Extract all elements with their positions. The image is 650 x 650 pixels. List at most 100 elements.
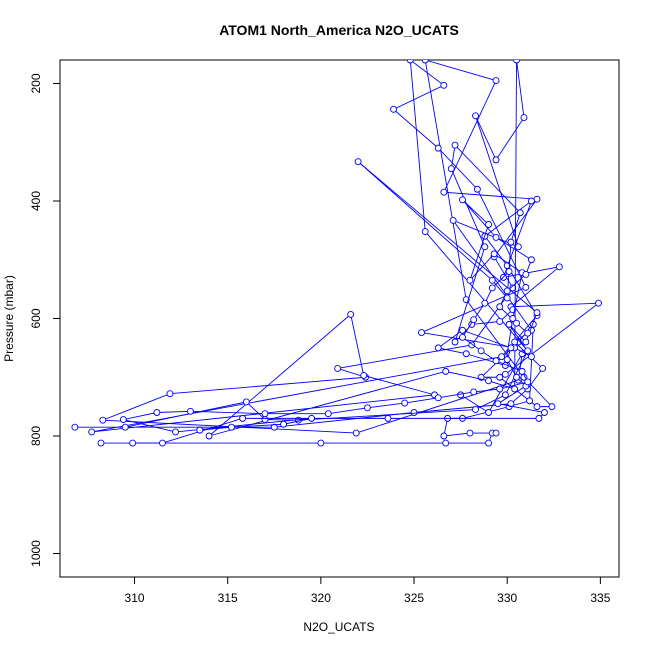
- x-tick-label: 320: [311, 591, 331, 605]
- data-point: [71, 423, 79, 431]
- series-line-1: [100, 60, 553, 444]
- data-point: [88, 428, 96, 436]
- data-point: [501, 391, 509, 399]
- data-point: [492, 357, 500, 365]
- data-point: [533, 195, 541, 203]
- y-tick-label: 600: [29, 308, 43, 328]
- data-point: [555, 263, 563, 271]
- data-point: [509, 284, 517, 292]
- x-tick-label: 330: [497, 591, 517, 605]
- data-point: [97, 439, 105, 447]
- data-point: [352, 429, 360, 437]
- data-point: [129, 439, 137, 447]
- data-point: [354, 158, 362, 166]
- data-point: [507, 238, 515, 246]
- data-point: [205, 432, 213, 440]
- data-point: [496, 385, 504, 393]
- data-point: [159, 439, 166, 447]
- x-axis-label: N2O_UCATS: [303, 620, 374, 634]
- data-point: [451, 338, 459, 346]
- data-point: [440, 81, 448, 89]
- data-point: [526, 397, 534, 405]
- data-point: [503, 356, 511, 364]
- data-point: [496, 303, 504, 311]
- series-layer: [71, 60, 602, 447]
- data-point: [466, 429, 474, 437]
- y-tick-label: 200: [29, 73, 43, 93]
- data-point: [498, 353, 506, 361]
- data-point: [166, 390, 174, 398]
- data-point: [280, 420, 288, 428]
- data-point: [490, 250, 498, 258]
- data-point: [401, 399, 409, 407]
- y-tick-label: 1000: [29, 540, 43, 567]
- data-point: [511, 385, 519, 393]
- data-point: [513, 373, 520, 381]
- data-point: [451, 141, 459, 149]
- y-axis: 200 400 600 800 1000: [29, 73, 60, 567]
- data-point: [434, 394, 442, 402]
- data-point: [496, 317, 504, 325]
- data-point: [492, 156, 500, 164]
- data-point: [434, 144, 442, 152]
- data-point: [440, 188, 448, 196]
- series-line-3: [125, 60, 538, 428]
- data-point: [485, 221, 493, 228]
- y-tick-label: 400: [29, 191, 43, 211]
- data-point: [522, 338, 530, 346]
- data-point: [488, 284, 496, 292]
- data-point: [449, 216, 457, 224]
- data-point: [472, 406, 479, 414]
- data-point: [466, 276, 474, 284]
- data-point: [239, 414, 247, 422]
- data-point: [514, 243, 522, 251]
- data-point: [513, 319, 520, 327]
- data-point: [434, 344, 442, 352]
- data-point: [99, 416, 107, 424]
- data-point: [488, 276, 496, 284]
- x-tick-label: 325: [404, 591, 424, 605]
- data-point: [186, 407, 194, 415]
- data-point: [533, 309, 541, 317]
- data-point: [507, 344, 515, 352]
- data-point: [524, 329, 532, 337]
- data-point: [518, 367, 526, 375]
- data-point: [384, 414, 392, 422]
- data-point: [492, 233, 500, 241]
- data-point: [520, 114, 528, 122]
- data-point: [522, 283, 530, 291]
- data-point: [524, 347, 532, 355]
- data-point: [485, 377, 493, 385]
- data-point: [481, 243, 489, 251]
- data-point: [548, 403, 556, 411]
- data-point: [509, 315, 517, 322]
- data-point: [533, 403, 541, 411]
- data-point: [513, 60, 520, 64]
- data-point: [442, 439, 450, 447]
- data-point: [524, 378, 532, 386]
- data-point: [492, 77, 500, 85]
- data-point: [541, 409, 548, 416]
- series-line-2: [74, 60, 600, 437]
- data-point: [421, 228, 429, 236]
- data-point: [485, 439, 493, 447]
- data-point: [261, 410, 269, 418]
- data-point: [406, 60, 414, 64]
- data-point: [485, 409, 493, 416]
- data-point: [505, 268, 513, 275]
- data-point: [527, 353, 535, 361]
- y-axis-label: Pressure (mbar): [2, 275, 16, 362]
- data-point: [492, 429, 500, 437]
- data-point: [270, 423, 278, 431]
- data-point: [501, 370, 509, 378]
- data-point: [242, 398, 250, 406]
- data-point: [459, 333, 466, 341]
- data-point: [440, 432, 448, 440]
- data-point: [261, 416, 269, 423]
- data-point: [390, 105, 397, 113]
- data-point: [503, 287, 511, 295]
- data-point: [421, 60, 429, 64]
- x-tick-label: 315: [218, 591, 238, 605]
- data-point: [511, 338, 519, 346]
